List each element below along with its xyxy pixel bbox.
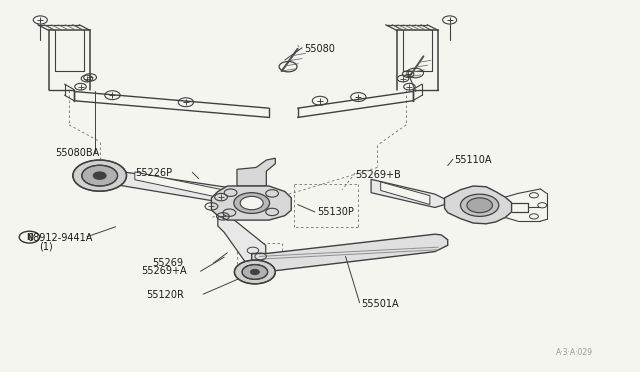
Polygon shape	[218, 212, 266, 264]
Circle shape	[234, 260, 275, 284]
Circle shape	[242, 264, 268, 279]
Text: 55269: 55269	[152, 258, 183, 268]
Text: 55110A: 55110A	[454, 155, 492, 165]
Polygon shape	[445, 186, 511, 224]
Circle shape	[240, 196, 263, 210]
Text: 55501A: 55501A	[362, 299, 399, 309]
Text: A·3·A·029: A·3·A·029	[556, 348, 593, 357]
Polygon shape	[135, 172, 224, 199]
Circle shape	[250, 269, 259, 275]
Polygon shape	[252, 234, 448, 271]
Text: 55130P: 55130P	[317, 207, 354, 217]
Polygon shape	[211, 186, 291, 220]
Text: (1): (1)	[39, 241, 52, 251]
Text: 55080: 55080	[304, 44, 335, 54]
Circle shape	[461, 194, 499, 217]
Text: 08912-9441A: 08912-9441A	[28, 233, 93, 243]
Text: 55269+B: 55269+B	[355, 170, 401, 180]
Circle shape	[467, 198, 492, 213]
Circle shape	[93, 172, 106, 179]
Polygon shape	[371, 179, 445, 208]
Text: N: N	[26, 232, 33, 242]
Circle shape	[234, 193, 269, 214]
Text: 55226P: 55226P	[135, 168, 172, 178]
Circle shape	[73, 160, 127, 191]
Text: 55080BA: 55080BA	[55, 148, 99, 158]
Polygon shape	[381, 182, 430, 205]
Text: 55269+A: 55269+A	[141, 266, 187, 276]
Polygon shape	[237, 158, 275, 186]
Circle shape	[82, 165, 118, 186]
Polygon shape	[106, 169, 250, 204]
Text: 55120R: 55120R	[147, 290, 184, 300]
